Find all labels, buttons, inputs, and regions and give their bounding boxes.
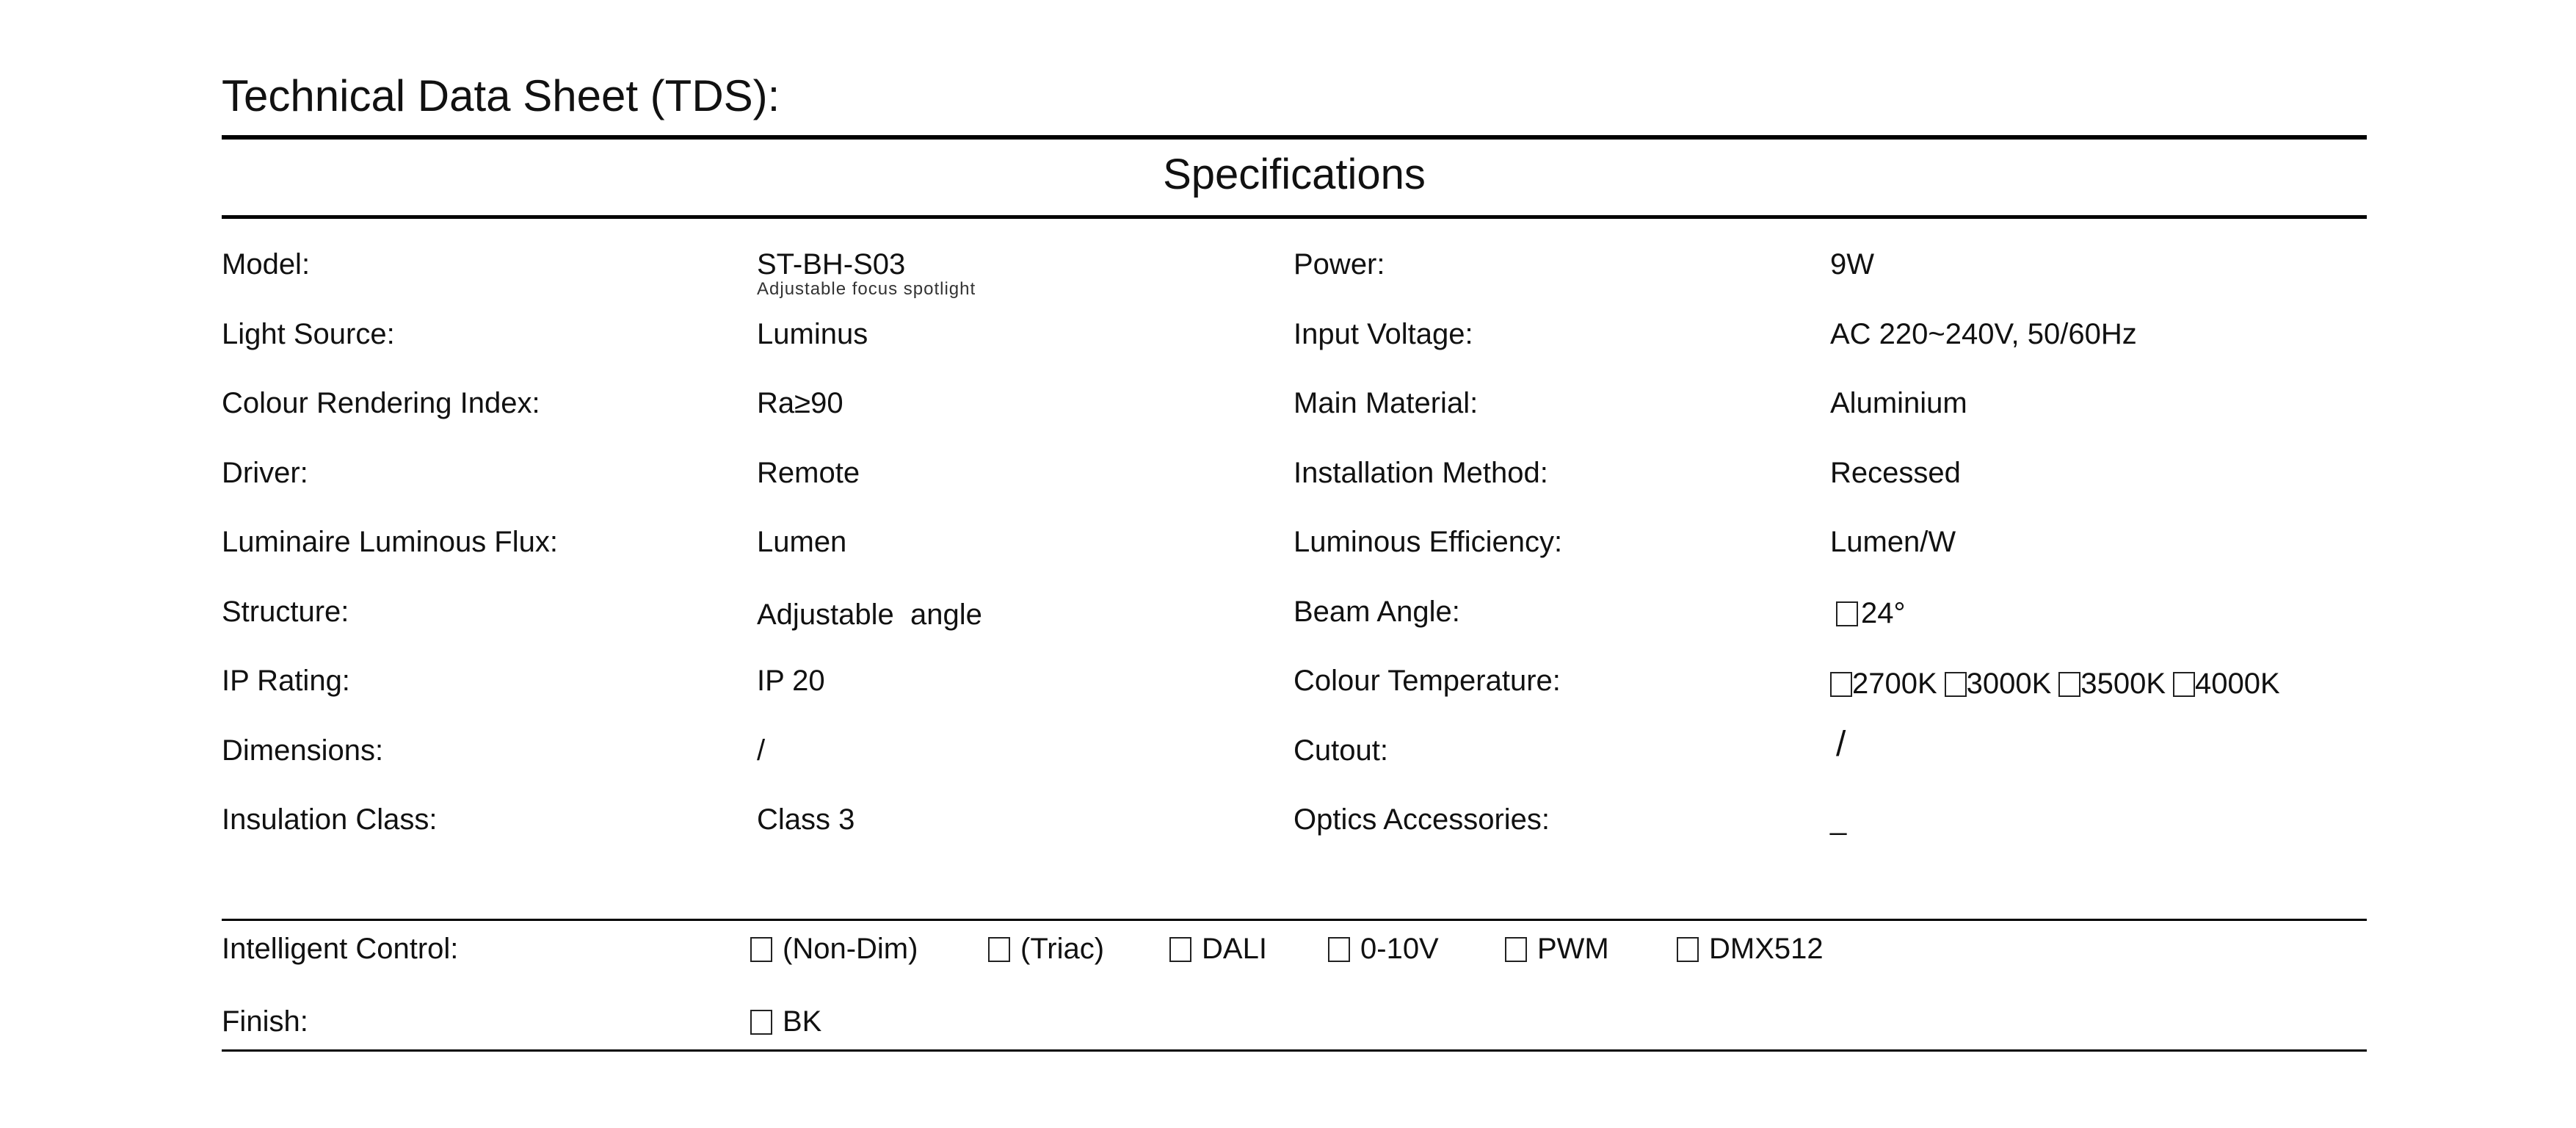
- spec-label: Optics Accessories:: [1294, 803, 1550, 836]
- intelligent-control-option[interactable]: 0-10V: [1328, 931, 1439, 966]
- spec-label: Luminaire Luminous Flux:: [222, 526, 558, 558]
- divider-controls: [222, 919, 2367, 921]
- checkbox[interactable]: [1944, 672, 1967, 697]
- intelligent-control-option[interactable]: (Triac): [988, 931, 1104, 966]
- option-label: 0-10V: [1360, 933, 1439, 965]
- spec-note: Adjustable focus spotlight: [757, 279, 976, 299]
- colour-temperature-option[interactable]: 3000K: [1944, 666, 2052, 701]
- colour-temperature-option[interactable]: 4000K: [2173, 666, 2280, 701]
- checkbox[interactable]: [2058, 672, 2081, 697]
- spec-label: Structure:: [222, 595, 349, 628]
- spec-label: Main Material:: [1294, 387, 1479, 419]
- checkbox[interactable]: [1836, 601, 1858, 626]
- intelligent-control-option[interactable]: (Non-Dim): [750, 931, 918, 966]
- spec-label: Colour Temperature:: [1294, 665, 1561, 697]
- divider-top: [222, 135, 2367, 140]
- spec-label: Beam Angle:: [1294, 595, 1460, 628]
- spec-value: Remote: [757, 456, 860, 489]
- spec-value: Aluminium: [1830, 387, 1967, 419]
- checkbox[interactable]: [1830, 672, 1852, 697]
- finish-label: Finish:: [222, 1005, 308, 1038]
- spec-label: Light Source:: [222, 317, 395, 350]
- beam-angle-option[interactable]: 24°: [1836, 596, 1906, 631]
- spec-label: Insulation Class:: [222, 803, 438, 836]
- spec-value: Lumen: [757, 526, 847, 558]
- spec-value: Ra≥90: [757, 387, 843, 419]
- spec-value: Lumen/W: [1830, 526, 1956, 558]
- spec-value: _: [1830, 803, 1847, 836]
- beam-angle-options: 24°: [1836, 596, 1920, 631]
- checkbox[interactable]: [1505, 937, 1527, 962]
- option-label: 3500K: [2080, 668, 2166, 700]
- spec-label: Colour Rendering Index:: [222, 387, 540, 419]
- option-label: (Non-Dim): [783, 933, 918, 965]
- checkbox[interactable]: [1169, 937, 1191, 962]
- checkbox[interactable]: [988, 937, 1010, 962]
- spec-label: Dimensions:: [222, 734, 384, 767]
- spec-value: /: [757, 734, 766, 767]
- checkbox[interactable]: [2173, 672, 2196, 697]
- intelligent-control-option[interactable]: PWM: [1505, 931, 1609, 966]
- option-label: 2700K: [1852, 668, 1937, 700]
- colour-temperature-option[interactable]: 2700K: [1830, 666, 1937, 701]
- intelligent-control-option[interactable]: DMX512: [1677, 931, 1824, 966]
- option-label: 3000K: [1966, 668, 2052, 700]
- divider-bottom: [222, 1049, 2367, 1052]
- colour-temperature-options: 2700K 3000K 3500K 4000K: [1830, 666, 2287, 701]
- spec-value: IP 20: [757, 665, 825, 697]
- option-label: BK: [783, 1005, 822, 1038]
- finish-option[interactable]: BK: [750, 1004, 821, 1039]
- option-label: (Triac): [1020, 933, 1105, 965]
- spec-label: Model:: [222, 248, 311, 281]
- option-label: DALI: [1202, 933, 1267, 965]
- spec-value: Adjustable angle: [757, 598, 982, 631]
- checkbox[interactable]: [1677, 937, 1699, 962]
- document-title: Technical Data Sheet (TDS):: [222, 71, 780, 120]
- checkbox[interactable]: [750, 937, 772, 962]
- intelligent-control-option[interactable]: DALI: [1169, 931, 1267, 966]
- option-label: PWM: [1537, 933, 1609, 965]
- spec-label: Cutout:: [1294, 734, 1388, 767]
- colour-temperature-option[interactable]: 3500K: [2058, 666, 2166, 701]
- spec-value: ST-BH-S03: [757, 248, 906, 281]
- spec-value: Recessed: [1830, 456, 1961, 489]
- option-label: 4000K: [2195, 668, 2280, 700]
- spec-value: Class 3: [757, 803, 855, 836]
- spec-value: Luminus: [757, 317, 868, 350]
- spec-value: /: [1836, 724, 1846, 764]
- checkbox[interactable]: [750, 1010, 772, 1035]
- spec-label: Driver:: [222, 456, 308, 489]
- checkbox[interactable]: [1328, 937, 1350, 962]
- spec-label: IP Rating:: [222, 665, 350, 697]
- spec-label: Input Voltage:: [1294, 317, 1473, 350]
- intelligent-control-label: Intelligent Control:: [222, 933, 459, 965]
- spec-value: 9W: [1830, 248, 1874, 281]
- spec-label: Luminous Efficiency:: [1294, 526, 1563, 558]
- section-heading: Specifications: [1163, 151, 1426, 198]
- divider-heading: [222, 215, 2367, 219]
- option-label: 24°: [1861, 596, 1906, 629]
- option-label: DMX512: [1709, 933, 1824, 965]
- spec-value: AC 220~240V, 50/60Hz: [1830, 317, 2137, 350]
- spec-label: Power:: [1294, 248, 1385, 281]
- spec-label: Installation Method:: [1294, 456, 1548, 489]
